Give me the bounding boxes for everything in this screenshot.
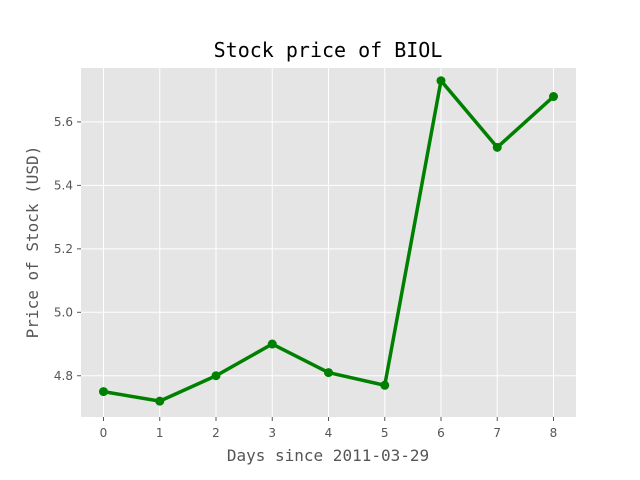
- grid: [81, 68, 576, 417]
- x-tick-label: 2: [212, 426, 220, 440]
- data-point: [380, 380, 390, 390]
- data-point: [211, 371, 221, 381]
- y-tick-label: 4.8: [54, 369, 73, 383]
- x-tick-label: 1: [156, 426, 164, 440]
- x-tick-label: 8: [550, 426, 558, 440]
- data-point: [436, 76, 446, 86]
- data-point: [549, 92, 558, 102]
- data-point: [267, 339, 277, 349]
- chart-title: Stock price of BIOL: [214, 38, 443, 62]
- data-point: [155, 396, 165, 406]
- x-tick-label: 6: [437, 426, 445, 440]
- y-axis-label: Price of Stock (USD): [23, 146, 42, 339]
- y-tick-label: 5.2: [54, 242, 73, 256]
- series-layer: [99, 76, 558, 406]
- x-tick-label: 0: [100, 426, 108, 440]
- data-point: [324, 368, 333, 378]
- x-tick-label: 4: [325, 426, 333, 440]
- y-tick-label: 5.0: [54, 305, 73, 319]
- data-point: [492, 142, 502, 152]
- x-tick-label: 5: [381, 426, 389, 440]
- y-tick-label: 5.6: [54, 115, 73, 129]
- x-tick-label: 3: [268, 426, 276, 440]
- x-tick-label: 7: [493, 426, 501, 440]
- x-axis-label: Days since 2011-03-29: [227, 446, 429, 465]
- y-tick-label: 5.4: [54, 178, 73, 192]
- data-point: [99, 387, 108, 397]
- axis-ticks: 0 1 2 3 4 5 6 7 8 4.8 5.0 5.2 5.4 5.6: [54, 115, 557, 440]
